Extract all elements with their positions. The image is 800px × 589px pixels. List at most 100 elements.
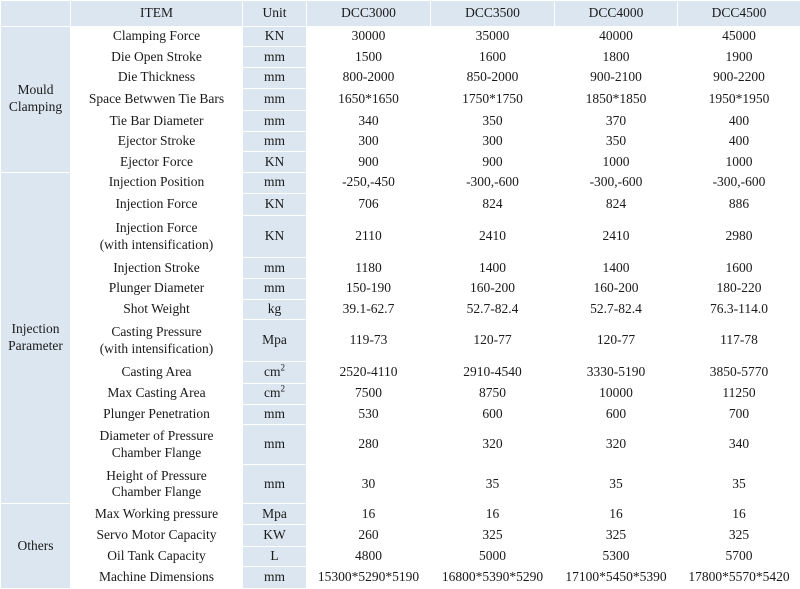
- item-label: Clamping Force: [70, 25, 243, 48]
- value-cell: 1400: [554, 257, 678, 279]
- table-row: Casting Pressure (with intensification) Mp…: [1, 319, 800, 363]
- table-row: Others Max Working pressure Mpa 16 16 16 16: [0, 503, 800, 589]
- unit-text: mm: [263, 280, 285, 296]
- item-label-line: Plunger Penetration: [103, 405, 210, 421]
- unit-cell: mm: [242, 566, 307, 589]
- value-cell: 150-190: [306, 277, 431, 300]
- item-label: Injection Stroke: [70, 257, 243, 279]
- table-row: Height of Pressure Chamber Flange mm 30 35 35…: [1, 464, 800, 505]
- value-cell: 1850*1850: [554, 87, 678, 112]
- item-label-line: Servo Motor Capacity: [96, 526, 217, 542]
- unit-text: KN: [264, 195, 285, 211]
- value-cell: 120-77: [554, 319, 678, 363]
- unit-superscript: 2: [280, 383, 286, 394]
- unit-cell: Mpa: [242, 503, 307, 526]
- unit-text: Mpa: [262, 332, 287, 348]
- unit-text: KN: [264, 228, 285, 244]
- value-cell: 600: [430, 403, 555, 426]
- item-label-line: Clamping Force: [112, 28, 201, 44]
- item-label: Plunger Diameter: [70, 277, 243, 300]
- item-label-line: Plunger Diameter: [108, 280, 205, 296]
- value-cell: 5700: [677, 545, 800, 568]
- value-cell: 900: [430, 151, 555, 173]
- unit-text: mm: [263, 90, 285, 106]
- value-cell: 15300*5290*5190: [306, 566, 431, 589]
- value-cell: 52.7-82.4: [554, 298, 678, 321]
- unit-text: mm: [263, 405, 285, 421]
- value-cell: 45000: [677, 25, 800, 48]
- value-cell: 1500: [306, 46, 431, 68]
- value-cell: 340: [677, 424, 800, 466]
- item-label: Injection Force (with intensification): [70, 215, 243, 259]
- value-cell: 706: [306, 192, 431, 217]
- unit-cell: KW: [242, 524, 307, 547]
- value-cell: -300,-600: [430, 171, 555, 194]
- value-cell: 30: [306, 464, 431, 505]
- item-label-line: Injection Force: [115, 195, 198, 211]
- unit-cell: mm: [242, 424, 307, 466]
- value-cell: 900-2200: [677, 66, 800, 89]
- value-cell: 11250: [677, 383, 800, 405]
- header-model: DCC4000: [554, 0, 678, 27]
- unit-cell: KN: [242, 215, 307, 259]
- item-label-line: Oil Tank Capacity: [107, 548, 206, 564]
- item-label-line: Max Working pressure: [94, 505, 219, 521]
- table-row: Oil Tank Capacity L 4800 5000 5300 5700: [1, 545, 800, 568]
- value-cell: 16: [554, 503, 678, 526]
- value-cell: 117-78: [677, 319, 800, 363]
- header-model: DCC3000: [306, 0, 431, 27]
- value-cell: 325: [677, 524, 800, 547]
- table-row: Plunger Diameter mm 150-190 160-200 160-200 1…: [1, 277, 800, 300]
- value-cell: 1000: [554, 151, 678, 173]
- value-cell: 2110: [306, 215, 431, 259]
- value-cell: 17100*5450*5390: [554, 566, 678, 589]
- item-label: Machine Dimensions: [70, 566, 243, 589]
- value-cell: 400: [677, 110, 800, 132]
- value-cell: 320: [554, 424, 678, 466]
- value-cell: 2520-4110: [306, 361, 431, 385]
- value-cell: 350: [430, 110, 555, 132]
- item-label: Ejector Stroke: [70, 130, 243, 153]
- unit-cell: mm: [242, 87, 307, 112]
- value-cell: 35: [554, 464, 678, 505]
- value-cell: 2410: [554, 215, 678, 259]
- value-cell: -250,-450: [306, 171, 431, 194]
- table-row: Injection Stroke mm 1180 1400 1400 1600: [1, 257, 800, 279]
- value-cell: 1650*1650: [306, 87, 431, 112]
- value-cell: 1600: [677, 257, 800, 279]
- unit-text: L: [270, 548, 279, 564]
- value-cell: 900: [306, 151, 431, 173]
- item-label-line: (with intensification): [99, 236, 214, 252]
- unit-cell: mm: [242, 403, 307, 426]
- value-cell: 52.7-82.4: [430, 298, 555, 321]
- unit-cell: mm: [242, 130, 307, 153]
- value-cell: 180-220: [677, 277, 800, 300]
- unit-text: mm: [263, 475, 285, 491]
- item-label: Max Casting Area: [70, 383, 243, 405]
- header-model: DCC4500: [677, 0, 800, 27]
- value-cell: 2910-4540: [430, 361, 555, 385]
- value-cell: 1950*1950: [677, 87, 800, 112]
- header-row: ITEM Unit DCC3000 DCC3500 DCC4000 DCC450…: [0, 0, 800, 27]
- value-cell: 17800*5570*5420: [677, 566, 800, 589]
- unit-cell: mm: [242, 277, 307, 300]
- table-row: Casting Area cm2 2520-4110 2910-4540 3330-51…: [1, 361, 800, 385]
- value-cell: 16: [677, 503, 800, 526]
- item-label-line: Casting Pressure: [111, 323, 202, 339]
- unit-text: mm: [263, 48, 285, 64]
- table-row: Ejector Force KN 900 900 1000 1000: [1, 151, 800, 173]
- item-label-line: Max Casting Area: [107, 385, 206, 401]
- value-cell: 400: [677, 130, 800, 153]
- unit-cell: mm: [242, 46, 307, 68]
- value-cell: 824: [430, 192, 555, 217]
- value-cell: 1400: [430, 257, 555, 279]
- unit-cell: kg: [242, 298, 307, 321]
- item-label: Injection Position: [70, 171, 243, 194]
- item-label-line: Ejector Stroke: [117, 133, 196, 149]
- item-label: Plunger Penetration: [70, 403, 243, 426]
- unit-cell: mm: [242, 110, 307, 132]
- item-label-line: Machine Dimensions: [98, 569, 215, 585]
- item-label-line: Die Thickness: [117, 69, 196, 85]
- value-cell: 160-200: [554, 277, 678, 300]
- unit-text: Mpa: [262, 505, 287, 521]
